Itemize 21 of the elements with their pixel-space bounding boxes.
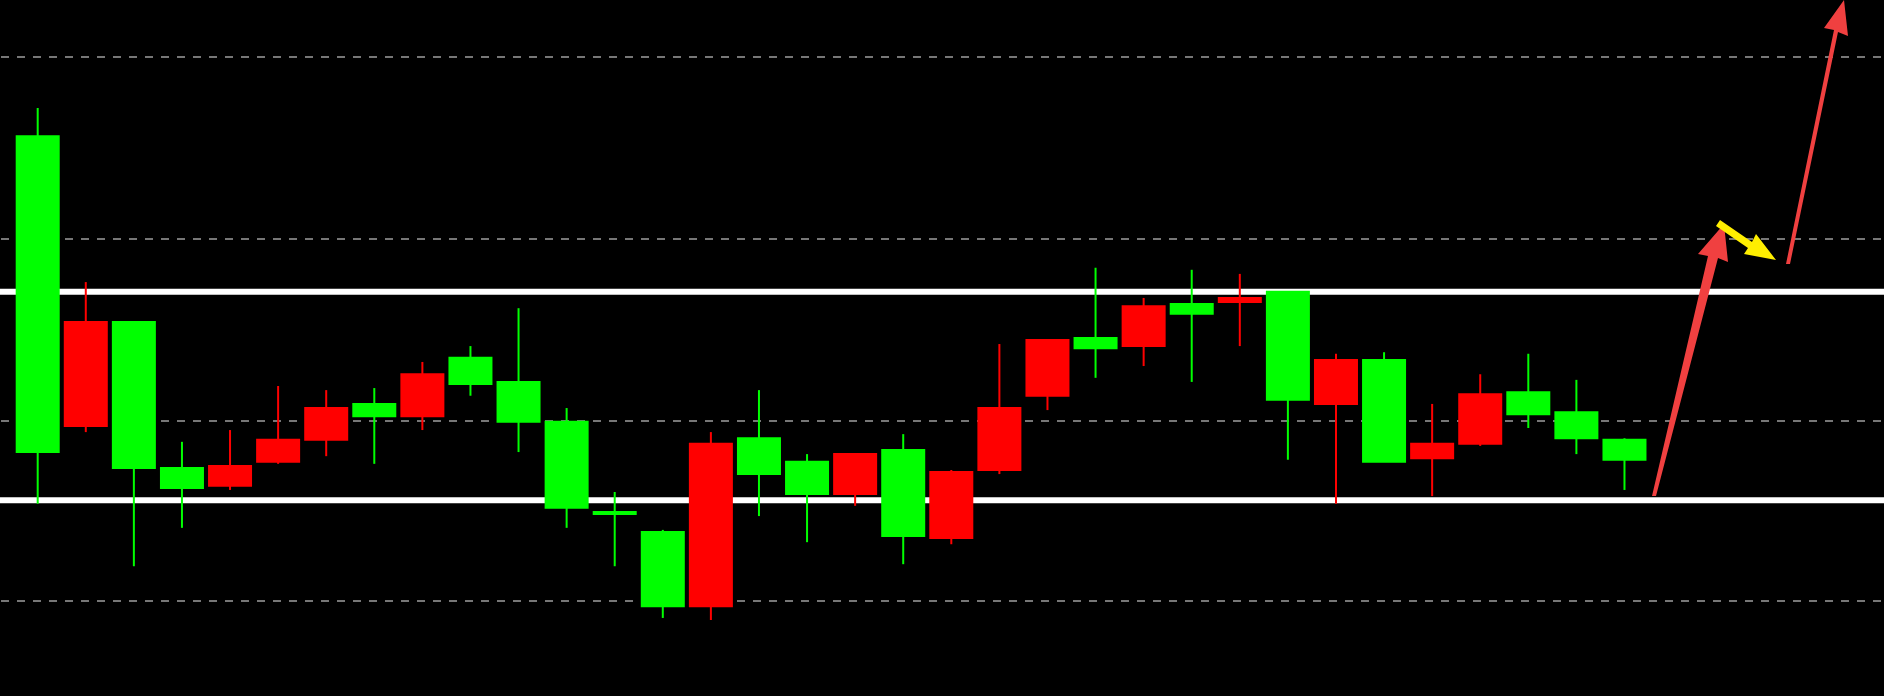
candlestick — [1410, 402, 1455, 498]
candlestick — [833, 453, 878, 507]
candlestick — [496, 307, 541, 454]
candlestick — [208, 429, 253, 491]
candlestick — [1217, 272, 1262, 348]
candlestick — [785, 453, 830, 544]
candlestick — [1313, 352, 1358, 505]
candlestick — [1506, 352, 1551, 429]
candlestick — [159, 440, 204, 529]
candlestick — [448, 345, 493, 397]
candlestick — [1121, 296, 1166, 368]
candlestick — [1602, 437, 1647, 491]
candlestick — [736, 389, 781, 518]
candlestick — [1554, 378, 1599, 456]
candlestick — [256, 385, 301, 465]
candlestick — [1169, 268, 1214, 383]
candlestick — [1073, 266, 1118, 379]
candlestick — [400, 360, 445, 432]
candlestick — [592, 491, 637, 568]
candlestick — [352, 387, 397, 465]
candlestick — [304, 389, 349, 458]
